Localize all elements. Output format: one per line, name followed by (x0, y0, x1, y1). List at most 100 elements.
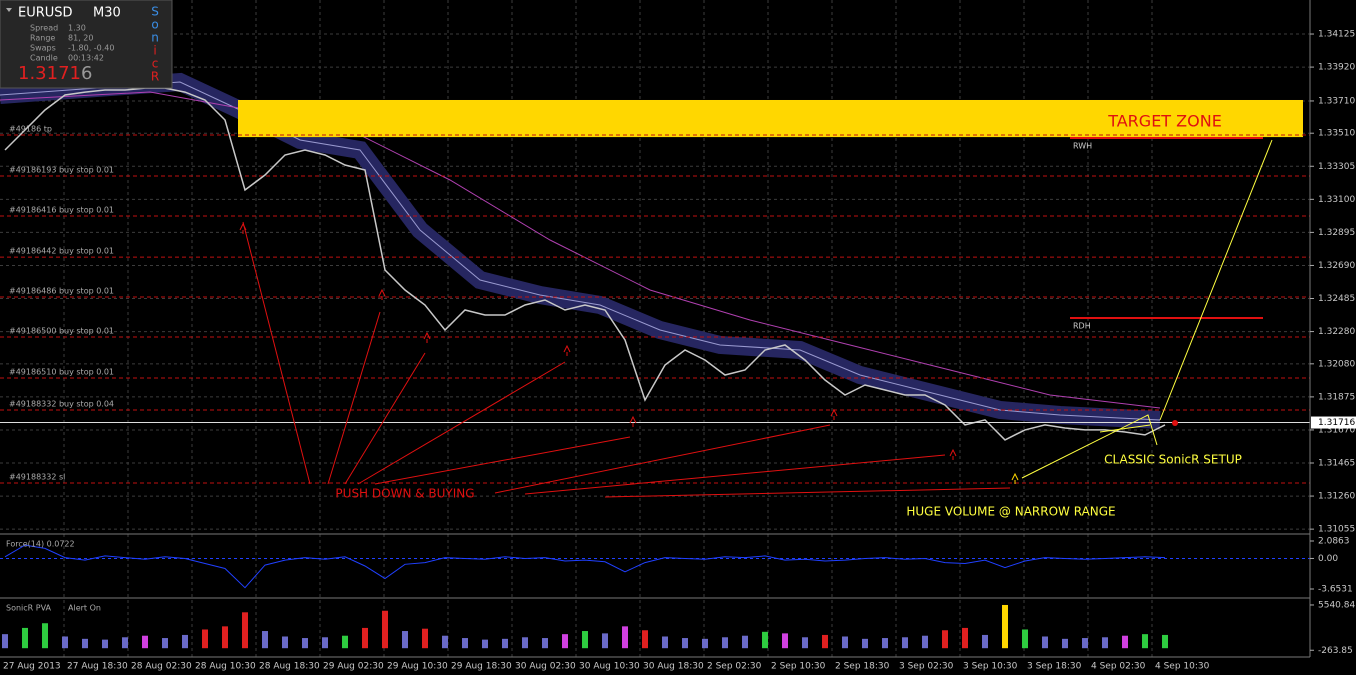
y-tick-label: 1.33100 (1318, 195, 1355, 205)
brand-letter: S (151, 5, 159, 19)
time-label: 4 Sep 10:30 (1155, 662, 1210, 672)
order-label: #49188332 sl (9, 473, 65, 482)
order-label: #49186510 buy stop 0.01 (9, 368, 114, 377)
volume-bar (962, 627, 968, 649)
volume-bar (602, 633, 608, 649)
volume-bar (722, 637, 728, 649)
volume-bar (322, 637, 328, 649)
order-label: #49186442 buy stop 0.01 (9, 247, 114, 256)
volume-bar (262, 631, 268, 649)
volume-bar (1142, 634, 1148, 649)
brand-letter: n (151, 31, 159, 45)
y-tick-label: 1.31875 (1318, 392, 1355, 402)
symbol: EURUSD (18, 6, 73, 21)
annotation: HUGE VOLUME @ NARROW RANGE (906, 505, 1115, 519)
brand-letter: R (151, 70, 159, 84)
y-tick-label: 1.31055 (1318, 525, 1355, 535)
volume-bar (622, 626, 628, 649)
y-tick-label: 1.33710 (1318, 96, 1355, 106)
level-label: RWH (1073, 142, 1092, 151)
volume-bar (782, 633, 788, 649)
volume-bar (882, 638, 888, 649)
time-label: 27 Aug 18:30 (67, 662, 128, 672)
y-tick-label: 1.31260 (1318, 492, 1355, 502)
volume-bar (582, 631, 588, 649)
time-label: 29 Aug 10:30 (387, 662, 448, 672)
y-tick-label: 1.33920 (1318, 63, 1355, 73)
force-line (4, 544, 1166, 589)
panel-toggle[interactable] (6, 8, 12, 12)
y-tick-label: 2.0863 (1318, 537, 1350, 547)
volume-bar (642, 630, 648, 649)
volume-bar (142, 635, 148, 649)
time-label: 28 Aug 10:30 (195, 662, 256, 672)
time-label: 30 Aug 10:30 (579, 662, 640, 672)
order-label: #49186 tp (9, 124, 52, 133)
info-panel (0, 0, 173, 89)
volume-bar (982, 634, 988, 649)
info-key: Range (30, 34, 55, 43)
y-tick-label: -3.6531 (1318, 585, 1353, 595)
volume-bar (442, 635, 448, 649)
y-tick-label: 1.32895 (1318, 228, 1355, 238)
info-value: 1.30 (68, 24, 86, 33)
timeframe: M30 (93, 6, 121, 21)
volume-bar (122, 637, 128, 649)
setup-lines (1021, 139, 1273, 479)
signal-dot (1172, 420, 1178, 426)
bid-main: 1.3171 (18, 63, 81, 84)
y-tick-label: 1.31670 (1318, 425, 1355, 435)
time-label: 28 Aug 02:30 (131, 662, 192, 672)
annotation: CLASSIC SonicR SETUP (1104, 453, 1242, 467)
y-tick-label: 0.00 (1318, 554, 1338, 564)
info-key: Candle (30, 54, 58, 63)
volume-bar (102, 639, 108, 649)
volume-bar (762, 631, 768, 649)
volume-bar (682, 638, 688, 649)
volume-bar (842, 636, 848, 649)
y-tick-label: 1.32080 (1318, 359, 1355, 369)
volume-bar (1082, 638, 1088, 649)
info-key: Swaps (30, 44, 56, 53)
time-label: 3 Sep 18:30 (1027, 662, 1082, 672)
bid-price: 1.31716 (18, 63, 92, 84)
up-arrows (239, 222, 957, 460)
order-label: #49186486 buy stop 0.01 (9, 287, 114, 296)
time-label: 30 Aug 02:30 (515, 662, 576, 672)
current-price-label: 1.31716 (1318, 418, 1355, 428)
time-label: 4 Sep 02:30 (1091, 662, 1146, 672)
info-value: 81, 20 (68, 34, 93, 43)
volume-bar (22, 627, 28, 649)
volume-bar (742, 635, 748, 649)
volume-bar (482, 639, 488, 649)
order-label: #49188332 buy stop 0.04 (9, 399, 114, 408)
volume-bar (902, 637, 908, 649)
y-tick-label: 1.32485 (1318, 294, 1355, 304)
brand-letter: o (151, 18, 158, 32)
brand-letter: c (152, 57, 159, 71)
volume-bar (802, 637, 808, 649)
data-layer: TARGET ZONE #49186 tp #49186193 buy stop 0… (0, 87, 1310, 649)
volume-bar (2, 634, 8, 649)
price-line (4, 87, 1166, 441)
y-tick-label: 5540.84 (1318, 600, 1355, 610)
time-label: 29 Aug 02:30 (323, 662, 384, 672)
time-label: 2 Sep 10:30 (771, 662, 826, 672)
volume-bar (702, 638, 708, 649)
volume-bar (42, 623, 48, 649)
time-label: 3 Sep 10:30 (963, 662, 1018, 672)
volume-bar (562, 634, 568, 649)
volume-bar (1162, 634, 1168, 649)
push-lines (242, 221, 1011, 498)
time-label: 3 Sep 02:30 (899, 662, 954, 672)
y-tick-label: 1.32280 (1318, 327, 1355, 337)
volume-bar (162, 638, 168, 649)
y-tick-label: 1.34125 (1318, 30, 1355, 40)
y-tick-label: 1.33510 (1318, 129, 1355, 139)
volume-bar (242, 612, 248, 649)
time-label: 30 Aug 18:30 (643, 662, 704, 672)
level-label: RDH (1073, 322, 1091, 331)
volume-bar (342, 635, 348, 649)
